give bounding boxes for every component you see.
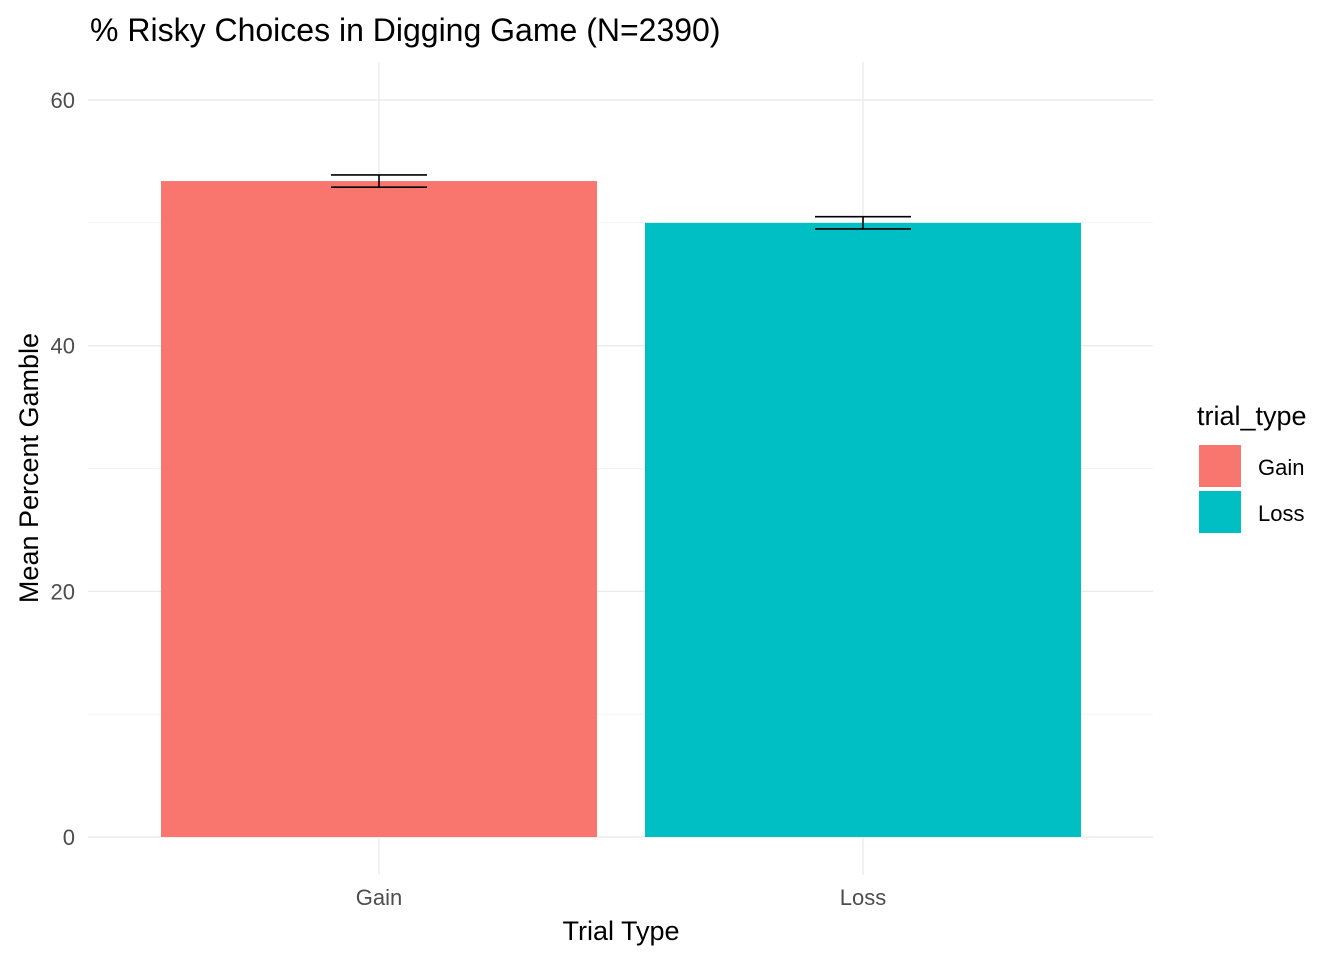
legend-item-gain: Gain — [1199, 445, 1304, 487]
error-bar-gain — [331, 174, 427, 189]
y-tick-label: 60 — [51, 88, 75, 113]
error-bar-loss — [815, 215, 911, 230]
y-axis-title: Mean Percent Gamble — [14, 333, 44, 603]
y-tick-label: 0 — [63, 825, 75, 850]
y-axis-ticks: 0 20 40 60 — [51, 88, 75, 850]
legend-label: Loss — [1258, 501, 1304, 526]
error-bars — [331, 174, 911, 230]
legend-items: Gain Loss — [1199, 445, 1304, 533]
legend-label: Gain — [1258, 455, 1304, 480]
bar-loss — [645, 222, 1081, 838]
legend-item-loss: Loss — [1199, 491, 1304, 533]
bars — [161, 181, 1081, 838]
y-tick-label: 40 — [51, 334, 75, 359]
y-tick-label: 20 — [51, 579, 75, 604]
legend: trial_type Gain Loss — [1197, 401, 1307, 533]
legend-title: trial_type — [1197, 401, 1307, 431]
chart-title: % Risky Choices in Digging Game (N=2390) — [90, 12, 720, 48]
legend-swatch — [1199, 445, 1241, 487]
bar-gain — [161, 181, 597, 837]
x-axis-title: Trial Type — [562, 916, 679, 946]
legend-swatch — [1199, 491, 1241, 533]
x-tick-label: Loss — [840, 885, 886, 910]
x-axis-ticks: Gain Loss — [356, 885, 886, 910]
x-tick-label: Gain — [356, 885, 402, 910]
